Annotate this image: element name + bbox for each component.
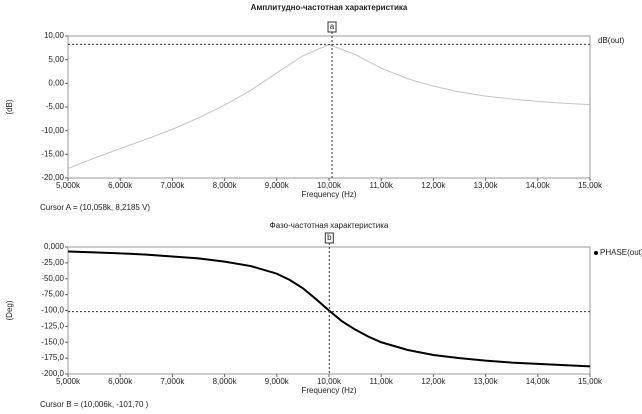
y-tick-label: -15,00	[41, 149, 64, 158]
y-tick-label: -50,00	[41, 274, 64, 283]
y-axis-label: (dB)	[5, 99, 14, 114]
x-tick-label: 7,000k	[160, 377, 185, 386]
y-tick-label: -175,0	[41, 353, 64, 362]
y-axis-label: (Deg)	[5, 300, 14, 320]
x-tick-label: 10,00k	[317, 377, 342, 386]
y-tick-label: -5,00	[46, 102, 65, 111]
y-tick-label: -10,00	[41, 126, 64, 135]
chart-title: Амплитудно-частотная характеристика	[251, 3, 408, 12]
x-tick-label: 9,000k	[265, 181, 290, 190]
x-tick-label: 5,000k	[56, 377, 81, 386]
series-line	[67, 250, 591, 368]
legend-marker	[594, 251, 598, 255]
cursor-readout: Cursor A = (10,058k, 8,2185 V)	[40, 203, 150, 212]
plot-frame	[67, 35, 591, 179]
x-axis-label: Frequency (Hz)	[301, 386, 356, 395]
x-tick-label: 15,00k	[578, 181, 603, 190]
y-tick-label: -75,00	[41, 290, 64, 299]
x-tick-label: 12,00k	[421, 181, 446, 190]
x-tick-label: 6,000k	[108, 377, 133, 386]
cursor-flag	[324, 232, 334, 244]
y-tick-label: 5,00	[48, 55, 64, 64]
x-tick-label: 7,000k	[160, 181, 185, 190]
x-tick-label: 13,00k	[474, 377, 499, 386]
y-tick-label: -25,00	[41, 258, 64, 267]
x-tick-label: 9,000k	[265, 377, 290, 386]
x-tick-label: 10,00k	[317, 181, 342, 190]
series-line	[67, 43, 591, 169]
y-tick-label: 10,00	[44, 31, 65, 40]
x-tick-label: 8,000k	[213, 377, 238, 386]
x-axis-label: Frequency (Hz)	[301, 190, 356, 199]
legend-label: dB(out)	[598, 36, 625, 45]
x-tick-label: 14,00k	[526, 377, 551, 386]
x-tick-label: 11,00k	[369, 181, 393, 190]
y-tick-label: 0,00	[48, 78, 64, 87]
x-tick-label: 11,00k	[369, 377, 393, 386]
x-tick-label: 13,00k	[474, 181, 499, 190]
x-tick-label: 15,00k	[578, 377, 603, 386]
cursor-flag-label: b	[327, 233, 332, 242]
cursor-flag-label: a	[330, 22, 335, 31]
x-tick-label: 5,000k	[56, 181, 81, 190]
y-tick-label: 0,000	[44, 242, 65, 251]
legend-label: PHASE(out)	[600, 248, 642, 257]
y-tick-label: -125,0	[41, 321, 64, 330]
x-tick-label: 12,00k	[421, 377, 446, 386]
x-tick-label: 8,000k	[213, 181, 238, 190]
cursor-readout: Cursor B = (10,006k, -101,70 )	[40, 400, 149, 409]
chart-title: Фазо-частотная характеристика	[270, 221, 389, 230]
cursor-flag	[327, 21, 337, 33]
y-tick-label: -100,0	[41, 306, 64, 315]
x-tick-label: 6,000k	[108, 181, 133, 190]
y-tick-label: -20,00	[41, 173, 64, 182]
y-tick-label: -150,0	[41, 337, 64, 346]
x-tick-label: 14,00k	[526, 181, 551, 190]
y-tick-label: -200,0	[41, 369, 64, 378]
